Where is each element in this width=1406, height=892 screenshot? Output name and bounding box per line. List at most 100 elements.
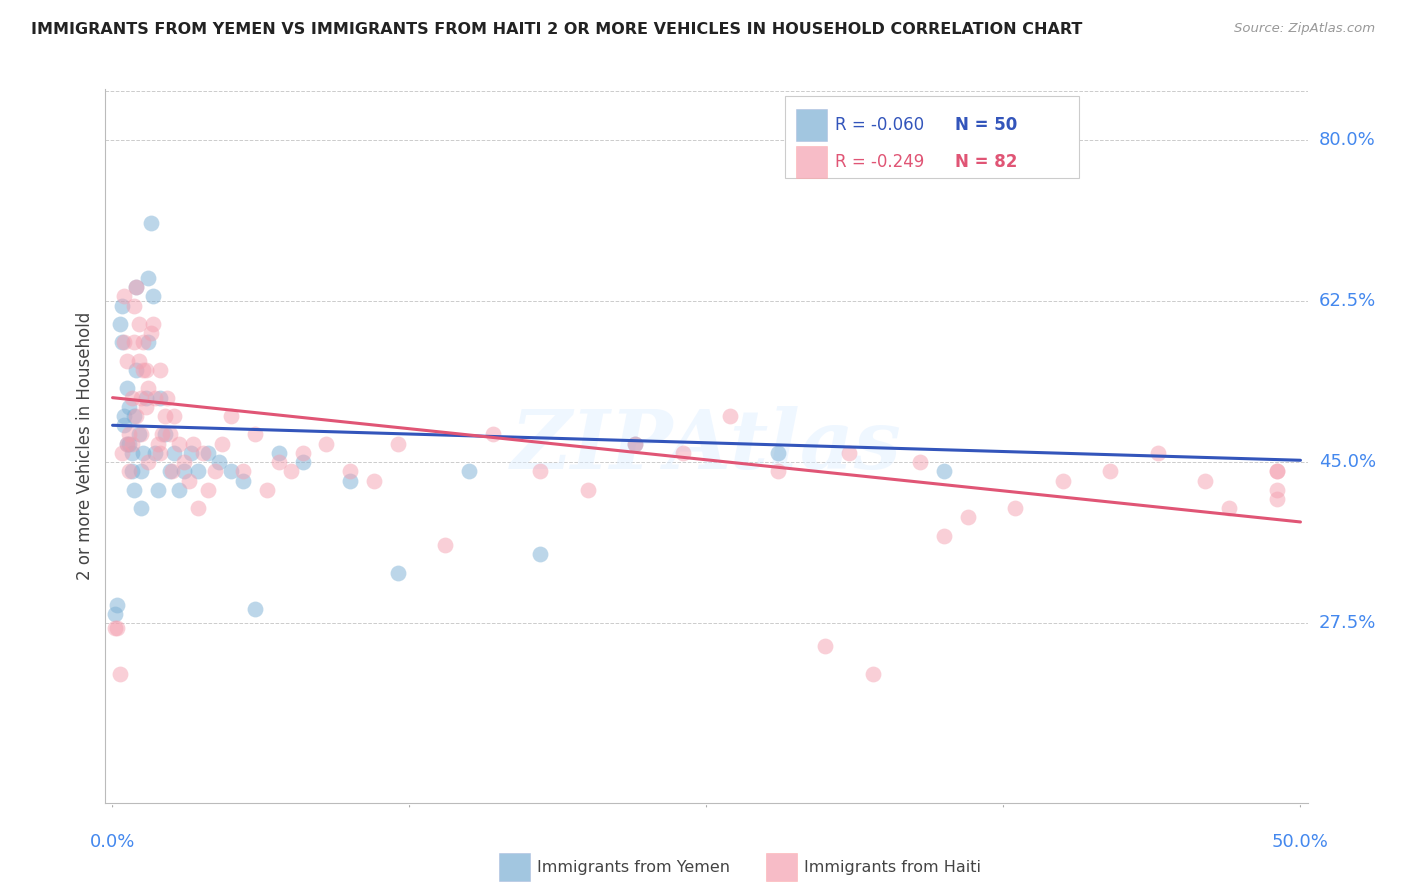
Point (114, 418, 136, 433)
Point (136, 455, 159, 469)
Text: 50.0%: 50.0% (1272, 833, 1329, 851)
Point (243, 427, 266, 442)
Text: 80.0%: 80.0% (1319, 131, 1375, 149)
Point (204, 464, 226, 478)
Text: ZIPAtlas: ZIPAtlas (510, 406, 903, 486)
Point (180, 446, 202, 460)
Text: 27.5%: 27.5% (1319, 615, 1376, 632)
Point (458, 464, 481, 478)
Point (177, 474, 200, 488)
Point (232, 474, 254, 488)
Point (111, 446, 134, 460)
Text: 45.0%: 45.0% (1319, 453, 1376, 471)
Text: Immigrants from Yemen: Immigrants from Yemen (537, 860, 730, 874)
Point (910, 455, 932, 469)
Point (1265, 464, 1288, 478)
Point (766, 446, 789, 460)
Point (232, 464, 254, 478)
Point (624, 436, 647, 450)
Point (136, 271, 159, 285)
Point (159, 427, 181, 442)
Point (1265, 483, 1288, 497)
Point (118, 400, 141, 414)
Point (118, 436, 141, 450)
Point (132, 446, 155, 460)
Point (122, 409, 145, 423)
Point (108, 666, 131, 681)
Point (267, 455, 290, 469)
Point (125, 409, 148, 423)
Point (108, 317, 131, 331)
Point (149, 391, 172, 405)
Point (153, 409, 176, 423)
Point (128, 317, 150, 331)
Point (280, 464, 302, 478)
Point (529, 547, 551, 561)
Point (149, 363, 172, 377)
Point (932, 464, 955, 478)
Point (114, 409, 136, 423)
Point (956, 510, 979, 524)
Point (118, 427, 141, 442)
Point (1147, 446, 1170, 460)
Point (121, 464, 143, 478)
Point (146, 436, 169, 450)
Point (132, 363, 155, 377)
Point (387, 436, 409, 450)
Point (111, 335, 134, 350)
Point (104, 607, 127, 621)
Point (105, 621, 128, 635)
Y-axis label: 2 or more Vehicles in Household: 2 or more Vehicles in Household (76, 312, 94, 580)
Point (115, 354, 138, 368)
Point (143, 391, 166, 405)
Point (142, 317, 165, 331)
Text: Source: ZipAtlas.com: Source: ZipAtlas.com (1234, 22, 1375, 36)
Point (1004, 501, 1026, 516)
Point (125, 280, 148, 294)
Point (191, 446, 214, 460)
Point (256, 483, 278, 497)
Point (142, 289, 165, 303)
Point (143, 446, 166, 460)
Point (115, 436, 138, 450)
Point (173, 455, 195, 469)
Point (149, 446, 172, 460)
Point (125, 280, 148, 294)
Point (1265, 491, 1288, 506)
Text: IMMIGRANTS FROM YEMEN VS IMMIGRANTS FROM HAITI 2 OR MORE VEHICLES IN HOUSEHOLD C: IMMIGRANTS FROM YEMEN VS IMMIGRANTS FROM… (31, 22, 1083, 37)
Point (1099, 464, 1122, 478)
Point (187, 501, 209, 516)
Point (156, 391, 179, 405)
Point (932, 529, 955, 543)
Point (221, 409, 243, 423)
Point (529, 464, 551, 478)
Point (221, 464, 243, 478)
Point (146, 483, 169, 497)
Point (135, 391, 157, 405)
Point (104, 621, 127, 635)
Point (121, 391, 143, 405)
Point (122, 335, 145, 350)
Text: N = 82: N = 82 (955, 153, 1017, 171)
Point (121, 436, 143, 450)
Text: Immigrants from Haiti: Immigrants from Haiti (804, 860, 981, 874)
Point (862, 666, 884, 681)
Point (315, 436, 337, 450)
Point (267, 446, 290, 460)
Text: R = -0.060: R = -0.060 (835, 116, 924, 134)
Point (167, 436, 190, 450)
Point (339, 464, 361, 478)
Point (114, 289, 136, 303)
Point (163, 409, 186, 423)
Point (121, 446, 143, 460)
Point (211, 436, 233, 450)
Point (153, 427, 176, 442)
Point (160, 464, 183, 478)
Point (197, 446, 219, 460)
Point (434, 538, 457, 552)
Point (114, 335, 136, 350)
Point (173, 464, 195, 478)
Point (291, 446, 314, 460)
Point (1218, 501, 1240, 516)
Point (125, 363, 148, 377)
